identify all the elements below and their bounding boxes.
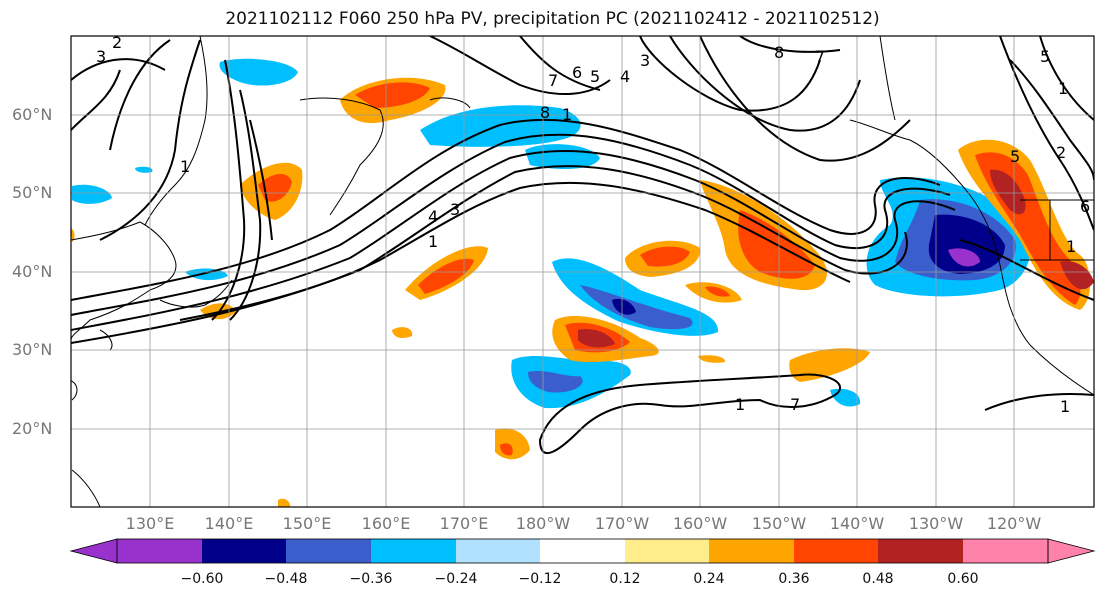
contour-label: 3 [640, 51, 650, 70]
lon-label-180w: 180°W [515, 514, 571, 533]
lon-label-150w: 150°W [751, 514, 807, 533]
coastlines [71, 36, 1094, 507]
contour-label: 4 [428, 207, 438, 226]
colorbar-segment [625, 539, 709, 563]
contour-label: 1 [428, 232, 438, 251]
lat-label-60n: 60°N [12, 105, 53, 124]
colorbar-segment [371, 539, 456, 563]
colorbar-tick: −0.24 [434, 571, 478, 587]
colorbar-tick: 0.36 [778, 571, 810, 587]
contour-label: 3 [450, 200, 460, 219]
colorbar-tick: −0.12 [518, 571, 562, 587]
colorbar-segment [117, 539, 202, 563]
colorbar-segment [878, 539, 963, 563]
contour-label: 1 [1060, 397, 1070, 416]
lon-label-140e: 140°E [204, 514, 254, 533]
contour-label: 7 [790, 395, 800, 414]
colorbar-tick: −0.36 [349, 571, 393, 587]
lon-label-150e: 150°E [282, 514, 332, 533]
colorbar-extend-min [69, 538, 118, 564]
colorbar-segment [709, 539, 794, 563]
colorbar-tick: 0.60 [947, 571, 979, 587]
contour-label: 4 [620, 67, 630, 86]
colorbar-segment [794, 539, 878, 563]
lon-label-160w: 160°W [672, 514, 728, 533]
colorbar-segments [69, 538, 1096, 564]
contour-label: 6 [572, 63, 582, 82]
colorbar-segment [456, 539, 540, 563]
colorbar-outline [116, 538, 1049, 564]
contour-label: 1 [180, 157, 190, 176]
colorbar-segment [202, 539, 286, 563]
map-frame [70, 35, 1095, 508]
lat-label-20n: 20°N [12, 419, 53, 438]
colorbar-segment [540, 539, 625, 563]
lat-label-40n: 40°N [12, 262, 53, 281]
contour-label: 1 [1058, 79, 1068, 98]
map-title: 2021102112 F060 250 hPa PV, precipitatio… [225, 9, 880, 29]
lon-label-130w: 130°W [908, 514, 964, 533]
lon-label-130e: 130°E [125, 514, 175, 533]
contour-label: 2 [112, 33, 122, 52]
contour-label: 5 [590, 67, 600, 86]
contour-label: 1 [1066, 237, 1076, 256]
contour-label: 7 [815, 47, 825, 66]
lat-label-30n: 30°N [12, 340, 53, 359]
colorbar-extend-max [1047, 538, 1096, 564]
negative-precip-shading [72, 58, 1031, 409]
colorbar-tick: 0.12 [609, 571, 641, 587]
contour-label: 5 [1010, 147, 1020, 166]
contour-label: 5 [1040, 47, 1050, 66]
lon-label-170w: 170°W [594, 514, 650, 533]
lon-label-160e: 160°E [361, 514, 411, 533]
lon-label-170e: 170°E [439, 514, 489, 533]
colorbar-tick: 0.24 [693, 571, 725, 587]
colorbar-segment [963, 539, 1048, 563]
lon-label-140w: 140°W [829, 514, 885, 533]
gridlines [71, 36, 1094, 507]
contour-label: 7 [548, 71, 558, 90]
contour-label: 2 [1056, 143, 1066, 162]
lon-label-120w: 120°W [986, 514, 1042, 533]
positive-precip-shading [71, 77, 1094, 507]
lat-label-50n: 50°N [12, 183, 53, 202]
contour-label: 1 [735, 395, 745, 414]
colorbar-tick: −0.48 [264, 571, 308, 587]
colorbar-segment [286, 539, 371, 563]
colorbar-tick: −0.60 [180, 571, 224, 587]
contour-label: 8 [774, 43, 784, 62]
contour-label: 1 [562, 105, 572, 124]
pv-contours [71, 36, 1094, 454]
contour-label: 3 [96, 47, 106, 66]
colorbar-tick: 0.48 [862, 571, 894, 587]
contour-label: 8 [540, 103, 550, 122]
contour-label: 6 [1080, 197, 1090, 216]
